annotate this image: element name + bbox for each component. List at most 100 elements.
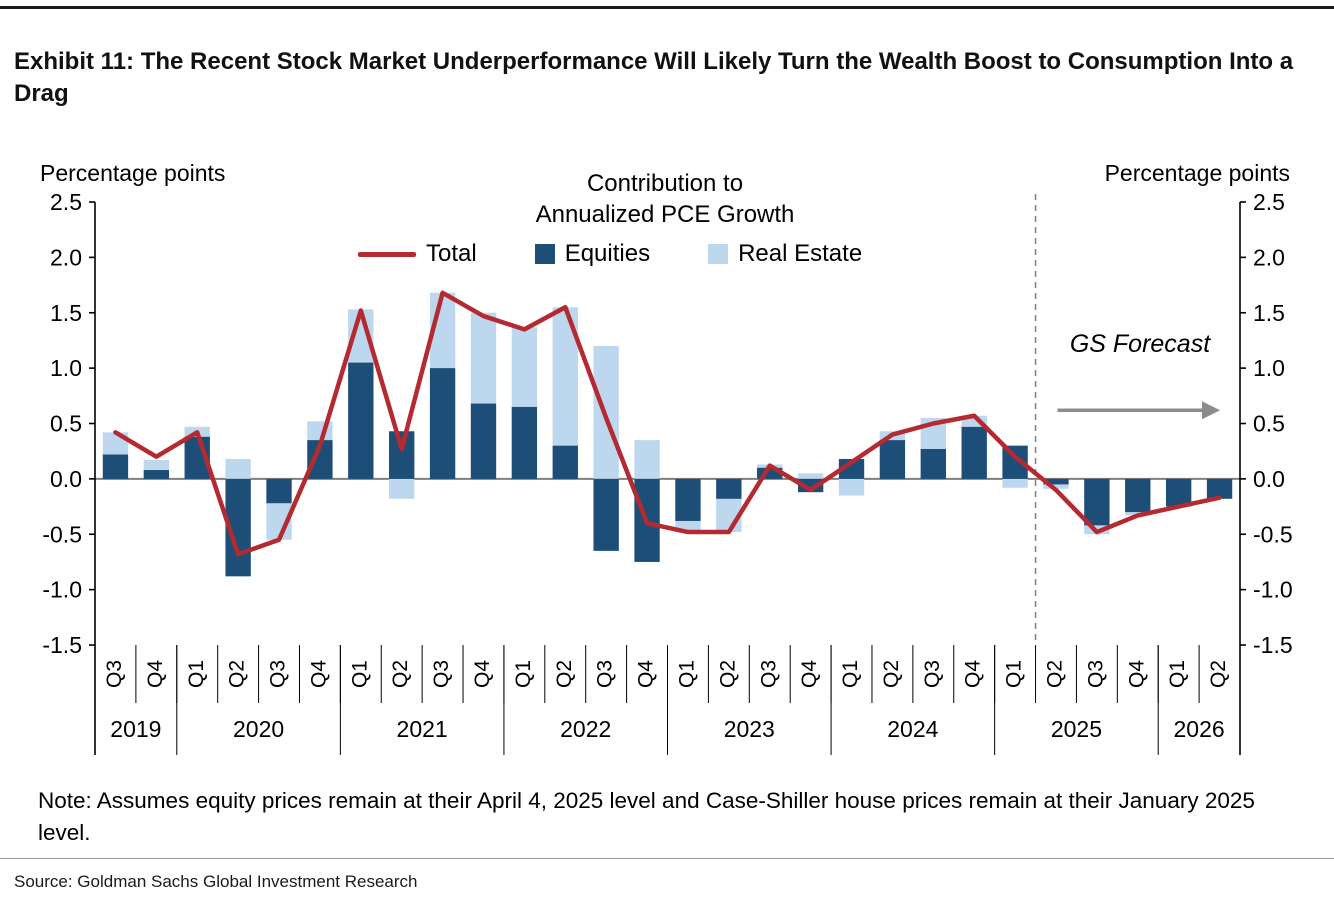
x-tick-label: Q2	[716, 660, 739, 688]
total-line-swatch	[358, 251, 416, 257]
legend-item-total: Total	[358, 240, 477, 268]
chart-title-line-1: Contribution to	[586, 170, 744, 197]
year-label: 2025	[1051, 716, 1102, 742]
x-tick-label: Q1	[185, 660, 208, 688]
year-label: 2022	[560, 716, 611, 742]
x-tick-label: Q3	[921, 660, 944, 688]
x-tick-label: Q1	[1166, 660, 1189, 688]
bar-segment	[1002, 478, 1028, 488]
x-tick-label: Q4	[1125, 660, 1148, 688]
chart-canvas: -1.5 -1.5 -1.0 -1.0 -0.5 -0.5 0.0 0.0 0.5 0.5 1.0 1…	[42, 189, 1293, 755]
bar-segment	[961, 415, 987, 427]
bar-segment	[838, 478, 865, 496]
y-tick-label-right: 1.0	[1253, 355, 1285, 381]
bar-segment	[797, 473, 824, 479]
bar-segment	[1043, 484, 1069, 489]
bar-segment	[225, 458, 251, 479]
year-label: 2023	[724, 716, 775, 742]
bar-segment	[348, 362, 374, 479]
x-tick-label: Q4	[962, 660, 985, 688]
y-tick-label-left: -1.5	[42, 632, 82, 658]
y-tick-label-left: -0.5	[42, 521, 82, 547]
x-tick-label: Q4	[307, 660, 330, 688]
bar-segment	[634, 440, 660, 479]
year-label: 2026	[1174, 716, 1225, 742]
chart-legend: Total Equities Real Estate	[358, 240, 862, 268]
x-tick-label: Q2	[226, 660, 249, 688]
legend-label-real-estate: Real Estate	[738, 240, 863, 267]
forecast-arrow-head	[1202, 401, 1220, 420]
x-tick-label: Q1	[348, 660, 371, 688]
legend-label-total: Total	[426, 240, 477, 267]
bar-segment	[757, 467, 783, 479]
x-tick-label: Q2	[1044, 660, 1067, 688]
equities-swatch	[534, 244, 555, 264]
bar-segment	[675, 478, 701, 521]
note-text: Note: Assumes equity prices remain at th…	[38, 787, 1255, 846]
bar-segment	[1084, 478, 1110, 526]
bar-segment	[307, 421, 333, 441]
y-tick-label-left: 0.5	[50, 411, 82, 437]
x-tick-label: Q1	[512, 660, 535, 688]
y-tick-label-right: 0.5	[1253, 411, 1285, 437]
x-tick-label: Q4	[144, 660, 167, 688]
x-tick-label: Q2	[1207, 660, 1230, 688]
x-tick-label: Q4	[471, 660, 494, 688]
top-border-rule	[0, 6, 1334, 9]
bar-segment	[143, 470, 170, 479]
x-tick-label: Q1	[1003, 660, 1026, 688]
total-line	[113, 290, 1222, 557]
bar-segment	[511, 327, 538, 407]
bar-segment	[961, 426, 987, 479]
gs-forecast-label: GS Forecast	[1069, 330, 1211, 358]
y-tick-label-right: -1.0	[1253, 577, 1293, 603]
real-estate-swatch	[708, 244, 729, 264]
bar-segment	[1125, 478, 1151, 513]
y-tick-label-right: 1.5	[1253, 300, 1285, 326]
y-tick-label-left: 2.5	[50, 190, 82, 215]
x-tick-label: Q4	[798, 660, 821, 688]
pce-contribution-chart: -1.5 -1.5 -1.0 -1.0 -0.5 -0.5 0.0 0.0 0.5 0.5 1.0 1…	[0, 189, 1334, 770]
bar-segment	[1165, 478, 1192, 507]
year-label: 2024	[887, 716, 938, 742]
bar-segment	[552, 445, 578, 479]
bar-segment	[675, 520, 701, 533]
x-tick-label: Q3	[267, 660, 290, 688]
bar-segment	[429, 368, 456, 479]
bar-segment	[389, 431, 415, 479]
bar-segment	[716, 478, 742, 499]
bar-segment	[511, 406, 538, 479]
year-label: 2020	[233, 716, 284, 742]
legend-item-equities: Equities	[534, 240, 651, 268]
source-text: Source: Goldman Sachs Global Investment …	[14, 872, 418, 891]
bar-segment	[1043, 478, 1069, 485]
bar-segment	[920, 448, 946, 479]
chart-title-line-2: Annualized PCE Growth	[535, 201, 795, 229]
x-tick-label: Q3	[757, 660, 780, 688]
x-tick-label: Q3	[430, 660, 453, 688]
bar-segment	[1206, 478, 1233, 499]
y-tick-label-left: 1.5	[50, 300, 82, 326]
x-tick-label: Q3	[594, 660, 617, 688]
bar-segment	[593, 478, 619, 551]
chart-title: Contribution to Annualized PCE Growth	[415, 168, 915, 230]
y-tick-label-right: -0.5	[1253, 521, 1293, 547]
y-tick-label-right: 0.0	[1253, 466, 1285, 492]
legend-label-equities: Equities	[564, 240, 651, 267]
right-axis-title: Percentage points	[1104, 160, 1290, 186]
x-tick-label: Q1	[839, 660, 862, 688]
bar-segment	[797, 478, 824, 493]
bar-segment	[102, 454, 129, 479]
bar-segment	[470, 312, 497, 404]
y-tick-label-right: 2.5	[1253, 190, 1285, 215]
y-tick-label-left: -1.0	[42, 577, 82, 603]
bar-segment	[470, 403, 497, 479]
year-label: 2019	[110, 716, 161, 742]
x-tick-label: Q3	[1084, 660, 1107, 688]
x-tick-label: Q2	[553, 660, 576, 688]
y-tick-label-right: 2.0	[1253, 244, 1285, 270]
year-label: 2021	[397, 716, 448, 742]
y-tick-label-left: 1.0	[50, 355, 82, 381]
x-tick-label: Q2	[880, 660, 903, 688]
bar-segment	[266, 478, 292, 504]
